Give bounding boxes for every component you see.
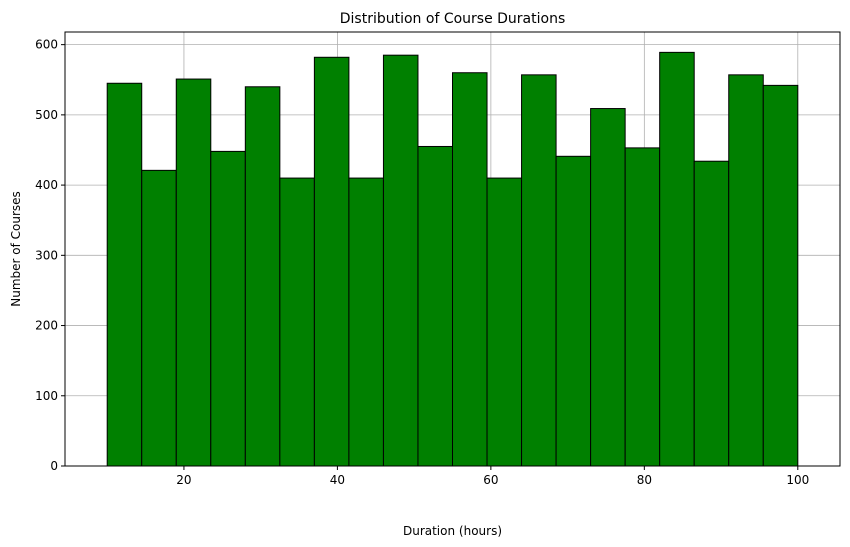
bars: [106, 51, 799, 467]
histogram-bar: [693, 160, 730, 467]
histogram-bar: [590, 108, 626, 467]
x-axis-label: Duration (hours): [403, 524, 502, 538]
histogram-bar: [555, 155, 592, 467]
histogram-bar: [313, 56, 350, 467]
histogram-bar: [486, 177, 523, 467]
histogram-bar: [106, 82, 143, 467]
y-axis-label: Number of Courses: [9, 191, 23, 307]
histogram-bar: [348, 177, 384, 467]
x-tick-label: 80: [637, 473, 652, 487]
histogram-bar: [624, 147, 661, 467]
histogram-bar: [762, 84, 799, 467]
x-tick-label: 20: [176, 473, 191, 487]
histogram-bar: [279, 177, 315, 467]
histogram-bar: [244, 86, 281, 467]
x-tick-label: 40: [330, 473, 345, 487]
y-tick-label: 0: [50, 459, 58, 473]
y-tick-label: 600: [35, 38, 58, 52]
y-tick-label: 300: [35, 248, 58, 262]
histogram-bar: [417, 145, 454, 467]
x-tick-label: 60: [483, 473, 498, 487]
histogram-bar: [175, 78, 212, 467]
histogram-bar: [659, 51, 695, 467]
chart-title: Distribution of Course Durations: [340, 11, 566, 27]
histogram-bar: [728, 74, 764, 467]
histogram-bar: [452, 72, 488, 467]
y-axis-ticks: 0 100 200 300 400 500 600: [35, 38, 65, 473]
histogram-bar: [210, 150, 246, 467]
plot-frame: [64, 31, 841, 467]
histogram-bar: [382, 54, 419, 467]
y-tick-label: 500: [35, 108, 58, 122]
y-tick-label: 200: [35, 319, 58, 333]
histogram-bar: [521, 74, 557, 467]
y-tick-label: 400: [35, 178, 58, 192]
y-tick-label: 100: [35, 389, 58, 403]
x-axis-ticks: 20 40 60 80 100: [176, 466, 809, 487]
x-tick-label: 100: [786, 473, 809, 487]
histogram-bar: [141, 169, 177, 467]
